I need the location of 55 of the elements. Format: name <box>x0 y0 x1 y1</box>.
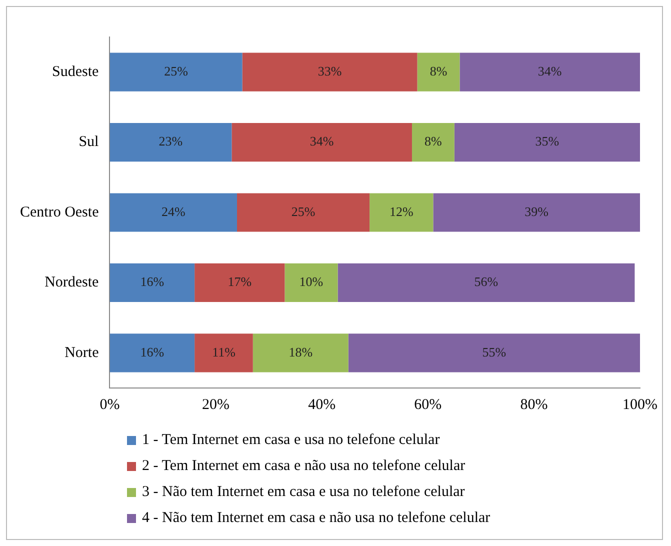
x-tick-label: 100% <box>622 396 658 413</box>
bar <box>433 193 640 232</box>
data-label: 16% <box>140 344 164 360</box>
x-tick-label: 80% <box>520 396 548 413</box>
bar <box>348 334 640 372</box>
data-label: 35% <box>535 134 560 149</box>
bar <box>232 122 412 162</box>
bar <box>454 122 640 162</box>
y-tick-label: Norte <box>64 344 100 361</box>
bar <box>412 122 454 162</box>
bar <box>110 334 195 372</box>
data-label: 11% <box>212 344 236 360</box>
x-tick-label: 20% <box>202 396 230 413</box>
data-label: 23% <box>158 134 183 149</box>
bar <box>110 263 195 302</box>
data-label: 56% <box>474 274 498 290</box>
data-label: 8% <box>430 64 448 79</box>
bar <box>338 263 635 302</box>
bar <box>370 193 434 232</box>
bar <box>194 334 253 372</box>
data-label: 25% <box>291 204 316 219</box>
data-label: 55% <box>482 344 506 360</box>
y-tick-label: Sul <box>78 134 99 150</box>
y-tick-label: Centro Oeste <box>20 204 100 220</box>
bar <box>460 52 640 92</box>
bar <box>252 334 348 372</box>
y-tick-label: Nordeste <box>44 274 100 291</box>
data-label: 24% <box>161 204 186 219</box>
bar <box>110 52 242 92</box>
legend-label: 4 - Não tem Internet em casa e não usa no telefone celular <box>142 510 490 526</box>
legend-label: 1 - Tem Internet em casa e usa no telefone celular <box>142 432 440 448</box>
data-label: 25% <box>164 64 188 79</box>
x-tick-label: 40% <box>308 396 336 413</box>
bar <box>417 52 460 92</box>
data-label: 34% <box>310 134 334 149</box>
data-label: 34% <box>538 64 562 79</box>
x-tick-label: 0% <box>100 396 120 413</box>
bar <box>110 193 237 232</box>
y-tick-label: Sudeste <box>52 64 100 80</box>
data-label: 39% <box>524 204 549 219</box>
bar <box>110 122 232 162</box>
data-label: 18% <box>288 344 313 360</box>
data-label: 10% <box>299 274 324 290</box>
bar <box>284 263 338 302</box>
bar <box>194 263 285 302</box>
bar <box>242 52 418 92</box>
bar <box>236 193 370 232</box>
x-tick-label: 60% <box>414 396 442 413</box>
legend-label: 3 - Não tem Internet em casa e usa no telefone celular <box>142 484 465 500</box>
data-label: 17% <box>228 274 252 290</box>
legend-label: 2 - Tem Internet em casa e não usa no telefone celular <box>142 458 466 474</box>
data-label: 16% <box>140 274 164 290</box>
data-label: 12% <box>389 204 414 219</box>
data-label: 8% <box>424 134 442 149</box>
data-label: 33% <box>318 64 342 79</box>
